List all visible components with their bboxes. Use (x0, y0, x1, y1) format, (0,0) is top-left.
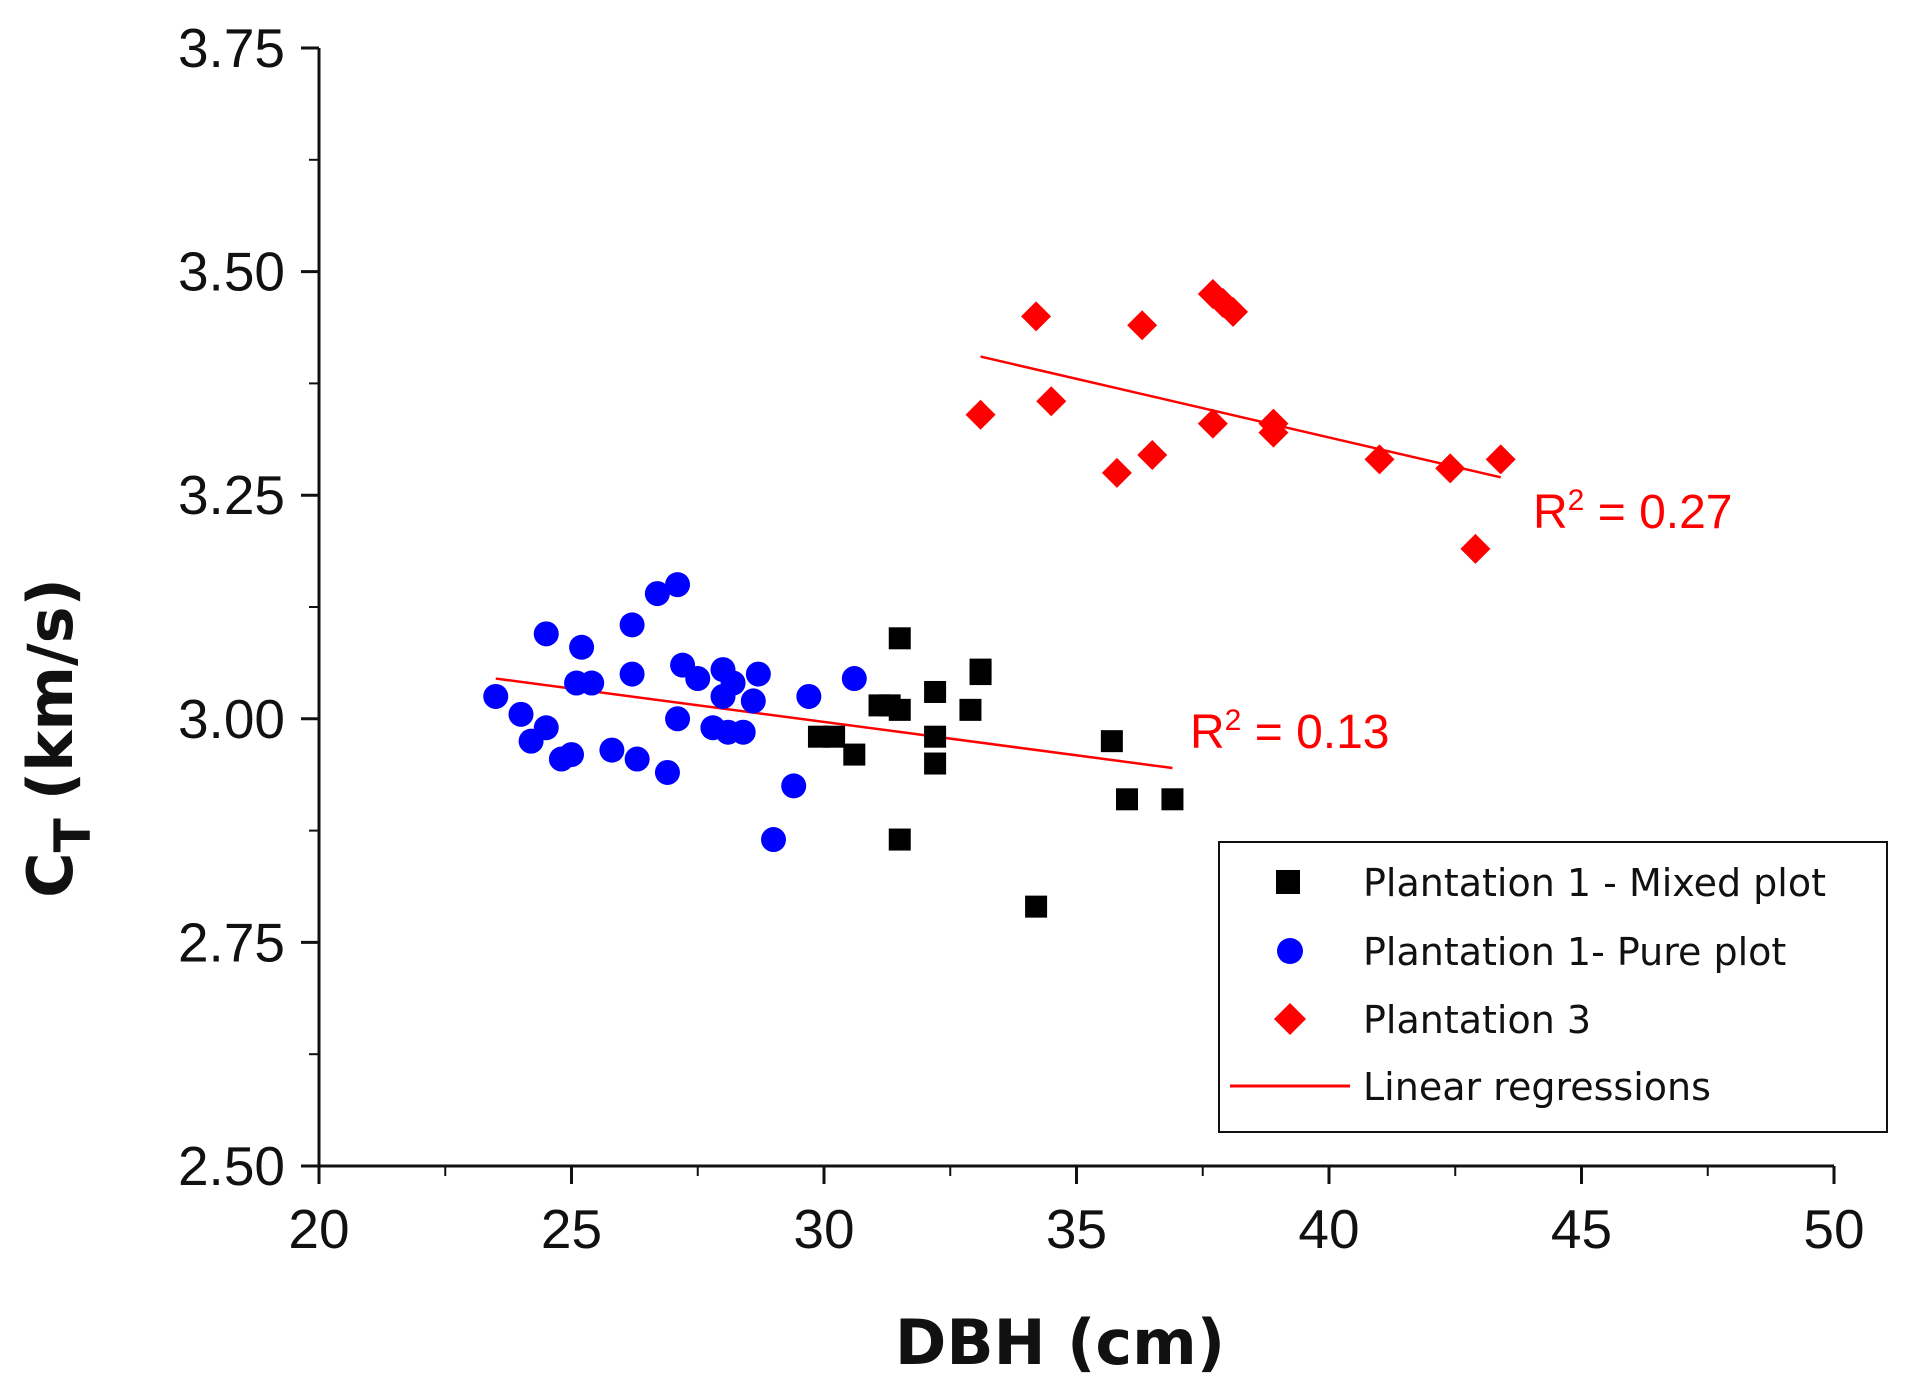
y-axis-title: CT (km/s) (14, 578, 102, 898)
x-tick-label: 30 (793, 1198, 854, 1260)
point-square (843, 743, 866, 766)
point-square (924, 680, 947, 703)
point-circle (579, 670, 605, 696)
r2-label-1-base: R (1190, 706, 1225, 759)
point-square (888, 627, 911, 650)
y-axis-title-unit: (km/s) (14, 578, 87, 800)
regression-lines (495, 355, 1501, 770)
point-square (924, 752, 947, 775)
point-diamond (1137, 439, 1168, 470)
point-circle (483, 683, 509, 709)
point-square (823, 725, 846, 748)
y-axis-title-sub: T (44, 818, 102, 852)
x-tick-label: 35 (1046, 1198, 1107, 1260)
point-square (959, 698, 982, 721)
y-axis: 2.50 2.75 3.00 3.25 3.50 3.75 (178, 17, 321, 1197)
x-tick-label: 45 (1551, 1198, 1612, 1260)
point-square (1161, 788, 1184, 811)
x-tick-label: 20 (288, 1198, 349, 1260)
y-tick-label: 3.00 (178, 688, 285, 750)
r2-label-1-rest: = 0.13 (1241, 706, 1389, 759)
svg-text:CT(km/s): CT (km/s) (14, 578, 102, 898)
legend: Plantation 1 - Mixed plot Plantation 1- … (1218, 841, 1888, 1133)
point-circle (619, 612, 645, 638)
point-diamond (1435, 453, 1466, 484)
r2-label-2-rest: = 0.27 (1584, 486, 1732, 539)
x-tick-label: 25 (541, 1198, 602, 1260)
y-tick-label: 3.50 (178, 241, 285, 303)
r2-label-2: R2 = 0.27 (1533, 484, 1732, 539)
point-circle (710, 683, 736, 709)
point-square (888, 698, 911, 721)
y-tick-label: 3.75 (178, 17, 285, 79)
legend-label-pure: Plantation 1- Pure plot (1363, 930, 1786, 974)
r2-label-1: R2 = 0.13 (1190, 704, 1389, 759)
point-diamond (1127, 310, 1158, 341)
x-tick-label: 50 (1803, 1198, 1864, 1260)
r2-label-2-sup: 2 (1568, 484, 1585, 517)
point-circle (796, 683, 822, 709)
point-diamond (1036, 386, 1067, 417)
point-circle (740, 688, 766, 714)
x-axis-title: DBH (cm) (895, 1306, 1225, 1378)
point-circle (665, 572, 691, 598)
legend-diamond-marker (1274, 1003, 1306, 1035)
point-diamond (1197, 408, 1228, 439)
point-circle (548, 746, 574, 772)
r2-label-1-sup: 2 (1225, 704, 1242, 737)
point-diamond (1258, 417, 1289, 448)
point-circle (599, 737, 625, 763)
point-square (1116, 788, 1138, 811)
point-circle (665, 706, 691, 732)
legend-box (1218, 841, 1888, 1133)
legend-circle-marker (1277, 938, 1303, 964)
regression-line-1 (495, 677, 1173, 770)
point-square (924, 725, 947, 748)
point-circle (619, 661, 645, 687)
point-diamond (1021, 301, 1052, 332)
x-axis: 20 25 30 35 40 45 50 (288, 1164, 1865, 1260)
point-circle (730, 719, 756, 745)
point-square (1025, 895, 1048, 918)
regression-line-2 (980, 355, 1501, 479)
point-diamond (965, 399, 996, 430)
point-circle (569, 634, 595, 660)
r2-label-2-base: R (1533, 486, 1568, 539)
point-diamond (1460, 533, 1491, 564)
point-circle (761, 827, 786, 853)
point-diamond (1101, 457, 1132, 488)
point-diamond (1485, 444, 1516, 475)
y-tick-label: 2.50 (178, 1135, 285, 1197)
point-square (888, 828, 911, 851)
legend-square-marker (1276, 870, 1300, 894)
y-tick-label: 2.75 (178, 911, 285, 973)
legend-label-plantation3: Plantation 3 (1363, 998, 1591, 1042)
point-circle (508, 701, 534, 727)
point-circle (841, 666, 867, 692)
point-square (1100, 730, 1123, 753)
point-circle (518, 728, 544, 754)
point-circle (624, 746, 650, 772)
legend-label-regressions: Linear regressions (1363, 1065, 1711, 1109)
x-tick-label: 40 (1298, 1198, 1359, 1260)
point-circle (745, 661, 771, 687)
point-circle (654, 759, 680, 785)
point-circle (644, 581, 670, 607)
y-tick-label: 3.25 (178, 464, 285, 526)
point-square (969, 663, 992, 686)
legend-label-mixed: Plantation 1 - Mixed plot (1363, 861, 1826, 905)
point-circle (685, 666, 711, 692)
point-diamond (1218, 296, 1249, 327)
point-diamond (1364, 444, 1395, 475)
y-axis-title-main: C (14, 852, 87, 898)
point-circle (533, 621, 559, 647)
point-circle (781, 773, 807, 799)
data-points (483, 278, 1516, 918)
